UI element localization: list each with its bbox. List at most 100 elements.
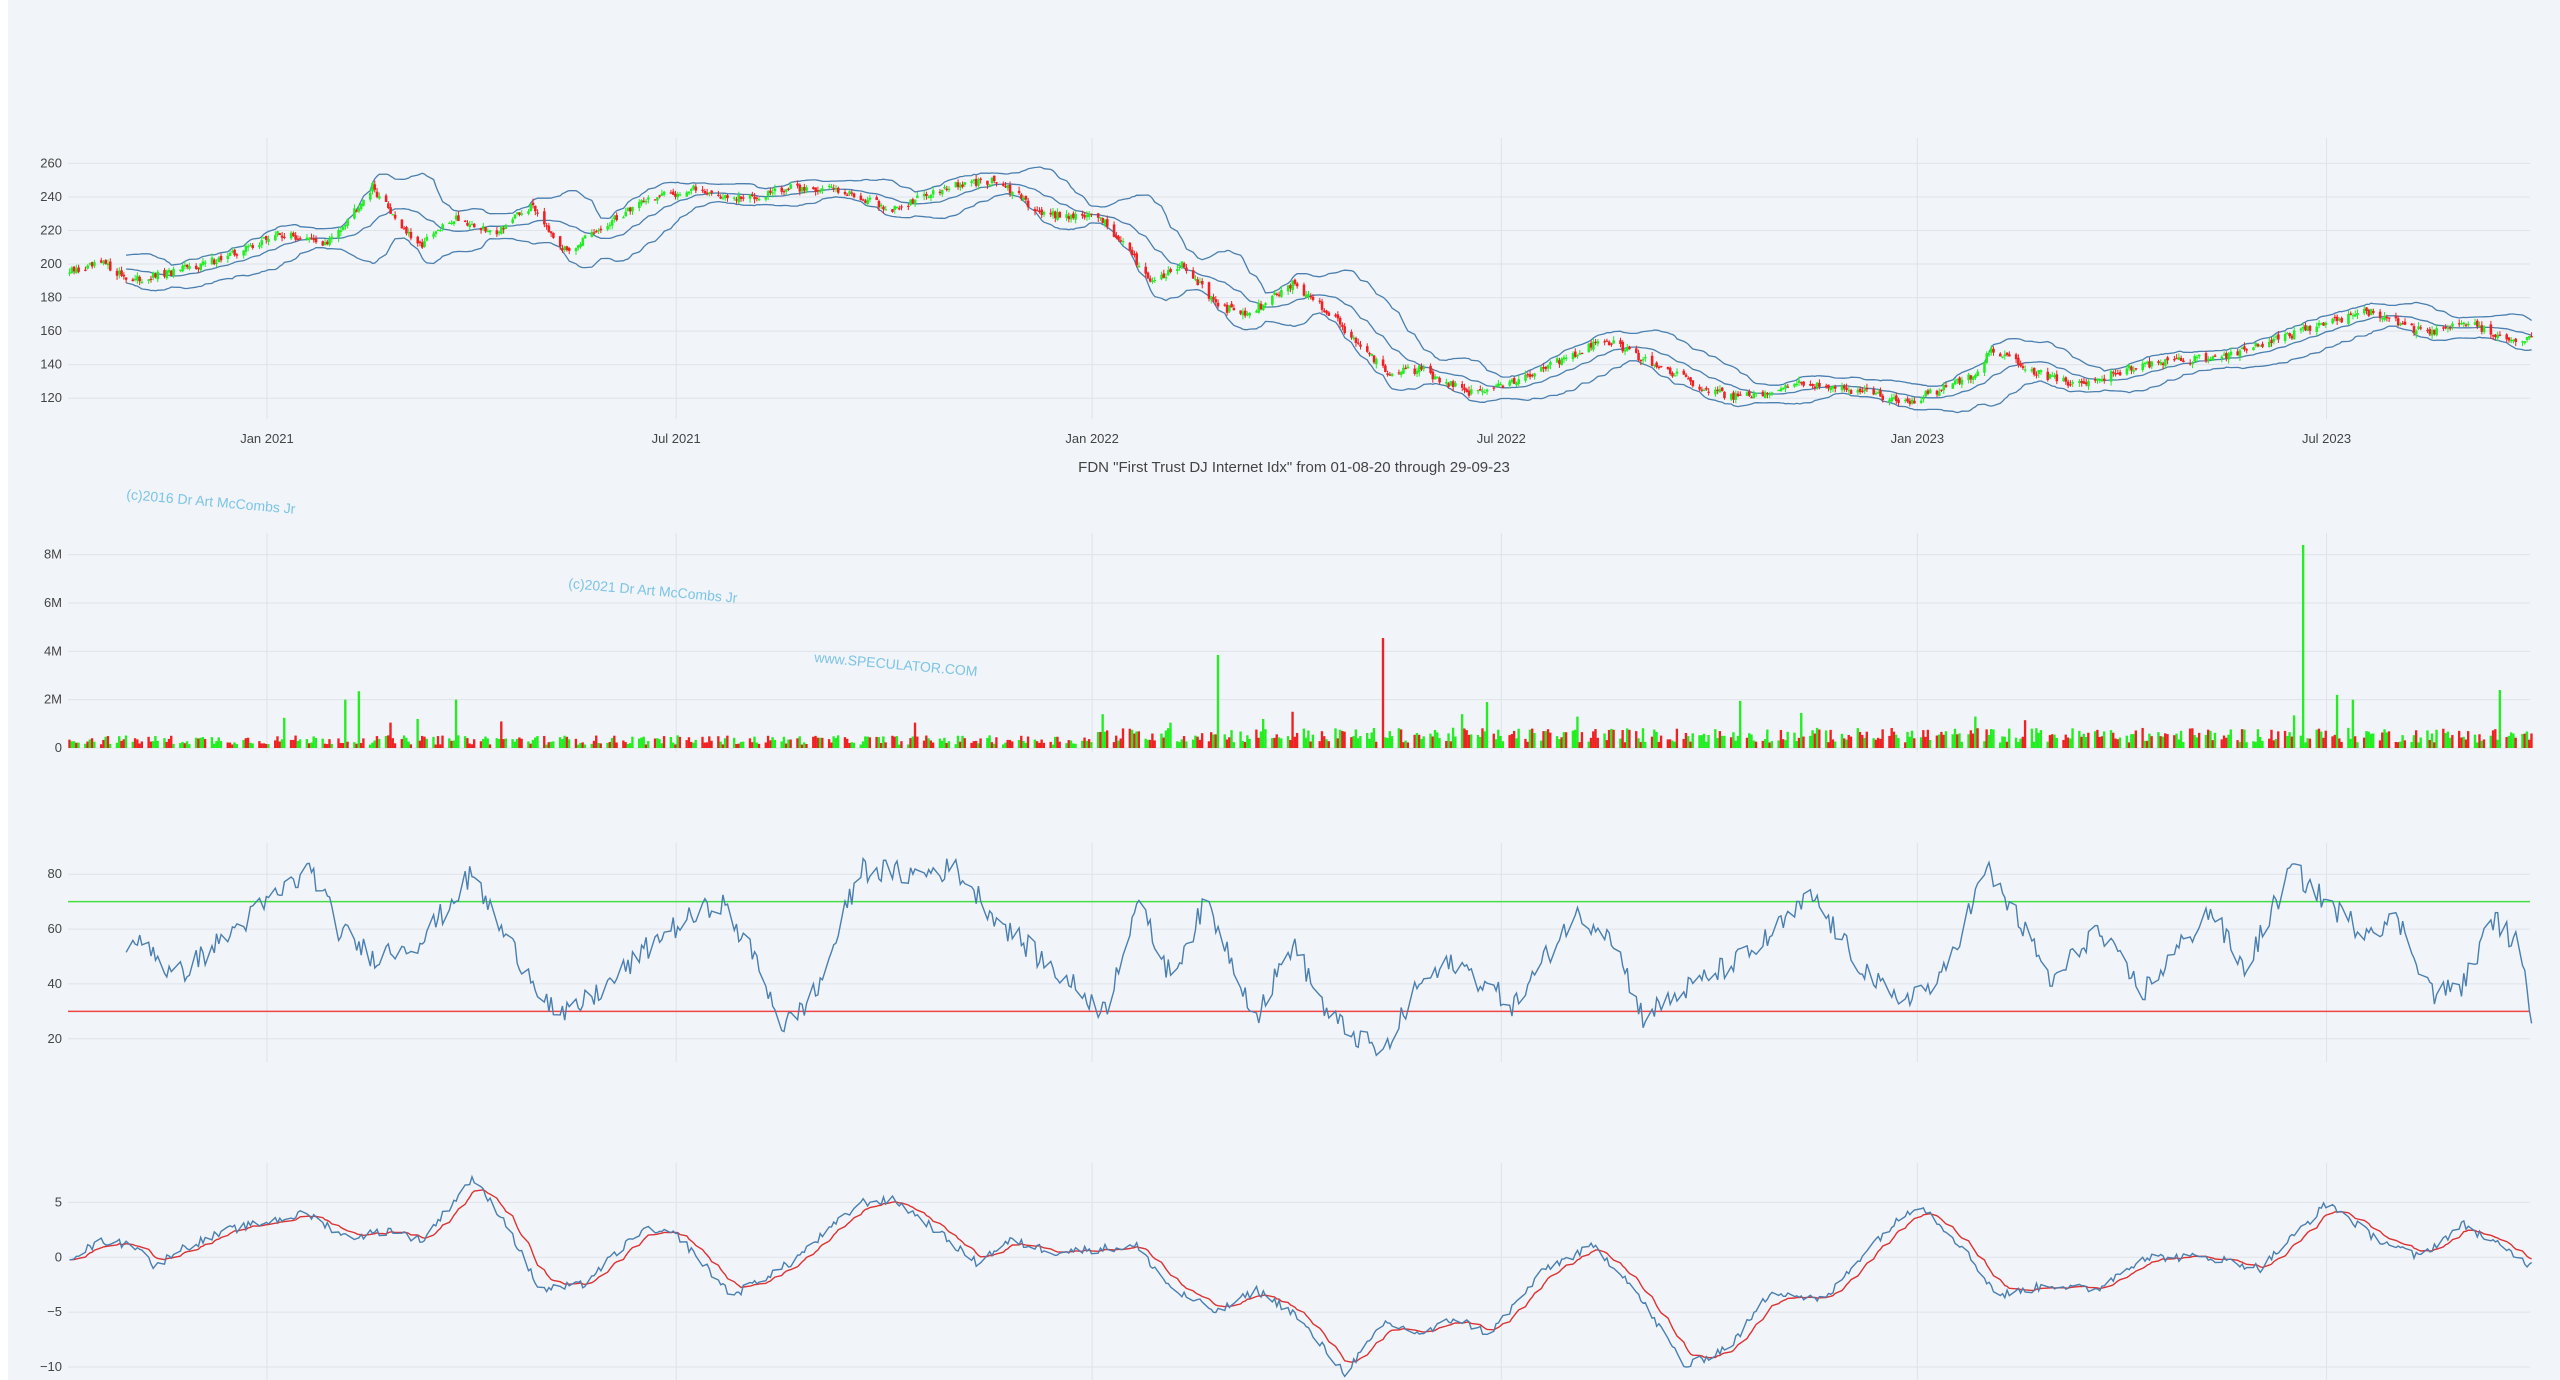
candle-body <box>1895 395 1898 402</box>
volume-bar <box>2507 735 2511 748</box>
candle-body <box>2290 335 2294 339</box>
candle-body <box>2069 384 2072 386</box>
candle-body <box>2338 318 2341 321</box>
volume-bar <box>500 721 503 748</box>
candle-body <box>1447 383 1450 387</box>
volume-bar <box>2227 734 2230 748</box>
volume-bar <box>626 743 630 748</box>
candle-body <box>2175 357 2178 360</box>
candle-body <box>1433 376 1437 380</box>
volume-bar <box>1845 739 1848 748</box>
candle-body <box>330 236 334 240</box>
volume-bar <box>579 743 582 748</box>
candle-body <box>2478 325 2481 328</box>
volume-bar <box>1766 729 1769 748</box>
volume-bar <box>310 742 313 748</box>
volume-bar <box>2259 736 2262 748</box>
volume-bar <box>1144 738 1147 748</box>
candle-body <box>818 191 822 193</box>
volume-bar <box>1508 735 1511 748</box>
volume-bar <box>1827 742 1830 748</box>
candle-body <box>323 242 327 246</box>
candle-body <box>2093 379 2097 381</box>
volume-bar <box>292 739 295 748</box>
candle-body <box>2505 334 2508 340</box>
candle-body <box>732 197 736 199</box>
chart-area: 120 140 160 180 200 220 240 260 Jan 2021 Jul 2021… <box>8 0 2560 1380</box>
candle-body <box>2401 323 2404 325</box>
volume-bar <box>1099 731 1102 748</box>
candle-body <box>1499 383 1502 386</box>
volume-bar <box>1573 729 1577 748</box>
candle-body <box>2528 335 2531 339</box>
volume-bar <box>732 737 736 748</box>
candle-body <box>1858 388 1862 392</box>
volume-bar <box>1639 742 1642 748</box>
bollinger-upper-band <box>126 166 2532 387</box>
candle-body <box>1467 390 1471 396</box>
candle-body <box>2182 360 2185 363</box>
candle-body <box>943 187 946 189</box>
candle-body <box>416 236 420 244</box>
candle-body <box>622 217 625 219</box>
candle-body <box>1657 366 1661 368</box>
volume-bar <box>197 738 200 748</box>
candle-body <box>1216 302 1220 307</box>
candle-body <box>439 229 442 232</box>
volume-bar <box>133 738 137 748</box>
candle-body <box>2299 328 2303 331</box>
volume-bar <box>977 743 980 748</box>
candle-body <box>2340 317 2343 323</box>
volume-bar <box>2148 733 2151 748</box>
candle-body <box>1112 224 1116 237</box>
candle-body <box>219 255 223 261</box>
candle-body <box>1707 391 1710 393</box>
candle-body <box>1185 267 1188 272</box>
candle-body <box>812 187 815 189</box>
volume-bar <box>1603 733 1606 748</box>
volume-bar <box>1225 739 1229 748</box>
volume-bar <box>1087 739 1091 748</box>
volume-bar <box>2109 730 2113 748</box>
volume-bar <box>1659 735 1663 748</box>
volume-bar <box>1515 738 1518 748</box>
candle-body <box>1528 374 1532 377</box>
candle-body <box>1230 303 1233 308</box>
volume-bar <box>1542 731 1545 748</box>
volume-bar <box>1384 737 1387 748</box>
candle-body <box>1069 214 1073 220</box>
candle-body <box>1022 197 1025 200</box>
candle-body <box>1800 382 1803 384</box>
volume-bar <box>203 739 207 748</box>
volume-bar <box>86 741 89 748</box>
volume-bar <box>423 736 426 748</box>
volume-bar <box>1467 734 1471 748</box>
candle-body <box>1603 341 1606 343</box>
volume-bar <box>378 738 381 748</box>
volume-bar <box>1223 734 1226 748</box>
volume-bar <box>1445 740 1448 748</box>
volume-bar <box>1809 735 1812 748</box>
volume-bar <box>2478 734 2481 748</box>
volume-bar <box>895 736 899 748</box>
volume-bar <box>925 735 928 748</box>
volume-bar <box>931 742 935 748</box>
candle-body <box>615 215 618 221</box>
candle-body <box>384 195 388 202</box>
volume-bar <box>393 743 397 748</box>
candle-body <box>1655 362 1658 368</box>
candle-body <box>647 197 650 200</box>
volume-bar <box>558 737 562 748</box>
candle-body <box>1689 377 1692 382</box>
candle-body <box>409 231 413 239</box>
volume-bar <box>2489 735 2492 748</box>
candle-body <box>1058 211 1062 218</box>
candle-body <box>1232 308 1236 311</box>
volume-bar <box>314 738 318 748</box>
candle-body <box>2098 379 2102 381</box>
volume-bar <box>1246 735 1249 748</box>
candle-body <box>2134 368 2138 370</box>
volume-bar <box>1723 735 1726 748</box>
volume-bar <box>2229 729 2232 748</box>
candle-body <box>1666 366 1670 369</box>
